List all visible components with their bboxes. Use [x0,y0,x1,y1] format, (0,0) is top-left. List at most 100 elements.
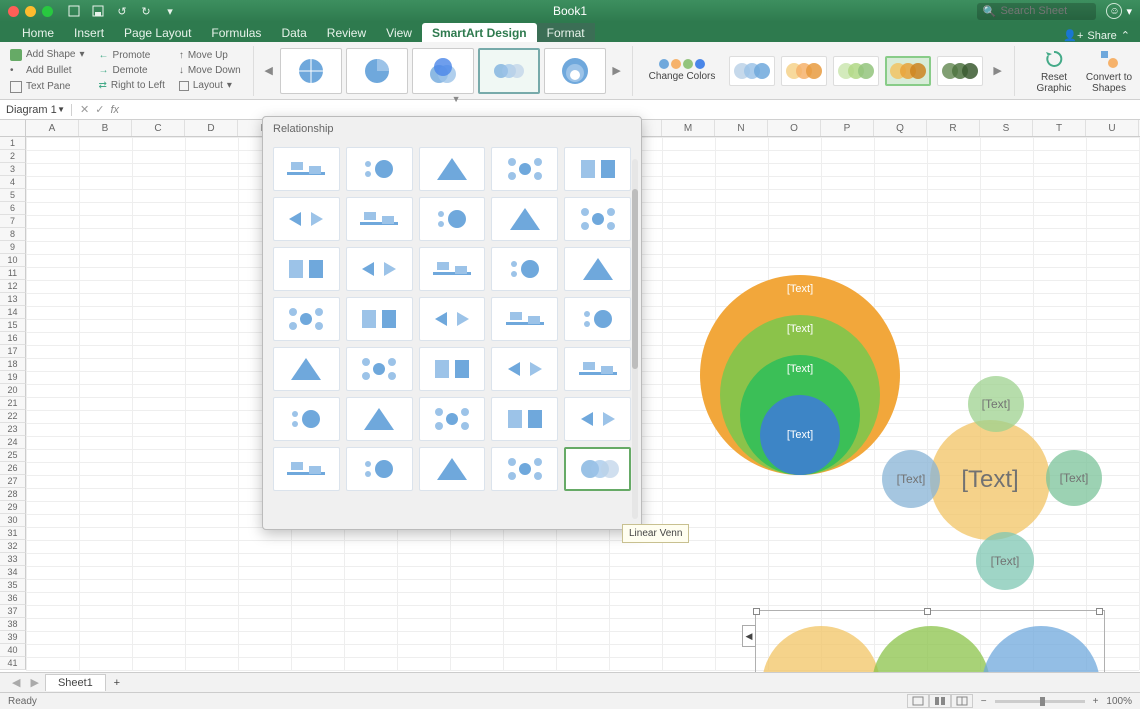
row-header[interactable]: 35 [0,579,26,592]
titlebar-chevron-icon[interactable]: ▾ [1126,5,1132,18]
row-header[interactable]: 31 [0,527,26,540]
add-sheet-button[interactable]: + [108,677,126,689]
layout-button[interactable]: Layout▾ [175,79,245,92]
row-header[interactable]: 6 [0,202,26,215]
gallery-item[interactable] [346,447,413,491]
column-header[interactable]: R [927,120,980,136]
row-header[interactable]: 12 [0,280,26,293]
accept-formula-icon[interactable]: ✓ [95,103,104,116]
row-header[interactable]: 36 [0,592,26,605]
selection-handle[interactable] [753,608,760,615]
column-header[interactable]: M [662,120,715,136]
window-controls[interactable] [8,6,53,17]
layout-thumb-4[interactable] [478,48,540,94]
linear-venn-circle[interactable]: [Text] [762,626,880,672]
search-sheet[interactable]: 🔍 [977,3,1097,20]
gallery-item[interactable] [564,397,631,441]
search-input[interactable] [1000,5,1090,17]
layout-thumb-2[interactable] [346,48,408,94]
gallery-item[interactable] [346,347,413,391]
column-header[interactable]: S [980,120,1033,136]
gallery-item[interactable] [564,147,631,191]
style-thumb[interactable] [781,56,827,86]
gallery-item[interactable] [491,247,558,291]
gallery-item[interactable] [273,347,340,391]
add-bullet-button[interactable]: •Add Bullet [6,64,89,78]
row-header[interactable]: 13 [0,293,26,306]
zoom-level[interactable]: 100% [1106,696,1132,707]
reset-graphic-button[interactable]: Reset Graphic [1034,48,1074,94]
gallery-item[interactable] [419,247,486,291]
gallery-item[interactable] [419,197,486,241]
gallery-item[interactable] [564,197,631,241]
radial-center[interactable]: [Text] [930,420,1050,540]
row-header[interactable]: 34 [0,566,26,579]
autosave-icon[interactable] [67,4,81,18]
tab-formulas[interactable]: Formulas [201,23,271,42]
fx-label[interactable]: fx [110,104,119,116]
linear-venn-circle[interactable]: [Text] [872,626,990,672]
column-header[interactable]: Q [874,120,927,136]
column-header[interactable]: N [715,120,768,136]
radial-satellite[interactable]: [Text] [968,376,1024,432]
text-pane-toggle[interactable]: ◀ [742,625,756,647]
gallery-item[interactable] [346,147,413,191]
zoom-slider[interactable] [995,700,1085,703]
row-header[interactable]: 39 [0,631,26,644]
layout-thumb-5[interactable] [544,48,606,94]
scrollbar-thumb[interactable] [632,189,638,369]
convert-shapes-button[interactable]: Convert to Shapes [1084,48,1134,94]
minimize-window-icon[interactable] [25,6,36,17]
gallery-item[interactable] [564,247,631,291]
column-header[interactable]: D [185,120,238,136]
radial-satellite[interactable]: [Text] [976,532,1034,590]
layout-thumb-3[interactable] [412,48,474,94]
row-header[interactable]: 24 [0,436,26,449]
right-to-left-button[interactable]: ⇄Right to Left [95,79,169,92]
gallery-item[interactable] [346,197,413,241]
layout-thumb-1[interactable] [280,48,342,94]
sheet-nav-first[interactable]: ◀ [8,676,24,689]
page-layout-view-button[interactable] [929,694,951,708]
column-header[interactable]: T [1033,120,1086,136]
gallery-item[interactable] [564,447,631,491]
tab-page-layout[interactable]: Page Layout [114,23,201,42]
gallery-item[interactable] [273,247,340,291]
text-pane-button[interactable]: Text Pane [6,80,89,94]
row-header[interactable]: 40 [0,644,26,657]
row-header[interactable]: 7 [0,215,26,228]
layout-prev-button[interactable]: ◀ [262,44,276,98]
select-all-corner[interactable] [0,120,26,136]
selection-handle[interactable] [924,608,931,615]
share-button[interactable]: 👤+ Share ⌃ [1063,29,1140,42]
gallery-item[interactable] [273,297,340,341]
row-header[interactable]: 9 [0,241,26,254]
row-header[interactable]: 16 [0,332,26,345]
zoom-thumb[interactable] [1040,697,1045,706]
maximize-window-icon[interactable] [42,6,53,17]
column-header[interactable]: U [1086,120,1139,136]
gallery-item[interactable] [346,397,413,441]
row-header[interactable]: 17 [0,345,26,358]
gallery-item[interactable] [491,297,558,341]
radial-satellite[interactable]: [Text] [1046,450,1102,506]
row-header[interactable]: 30 [0,514,26,527]
change-colors-button[interactable]: Change Colors [641,59,724,82]
move-down-button[interactable]: ↓Move Down [175,64,245,77]
row-header[interactable]: 28 [0,488,26,501]
tab-home[interactable]: Home [12,23,64,42]
row-header[interactable]: 37 [0,605,26,618]
column-header[interactable]: A [26,120,79,136]
gallery-item[interactable] [419,347,486,391]
column-header[interactable]: B [79,120,132,136]
row-header[interactable]: 29 [0,501,26,514]
undo-icon[interactable]: ↺ [115,4,129,18]
column-header[interactable]: O [768,120,821,136]
style-thumb[interactable] [885,56,931,86]
gallery-item[interactable] [491,197,558,241]
gallery-item[interactable] [419,147,486,191]
row-header[interactable]: 5 [0,189,26,202]
row-header[interactable]: 23 [0,423,26,436]
add-shape-button[interactable]: Add Shape▾ [6,48,89,62]
close-window-icon[interactable] [8,6,19,17]
